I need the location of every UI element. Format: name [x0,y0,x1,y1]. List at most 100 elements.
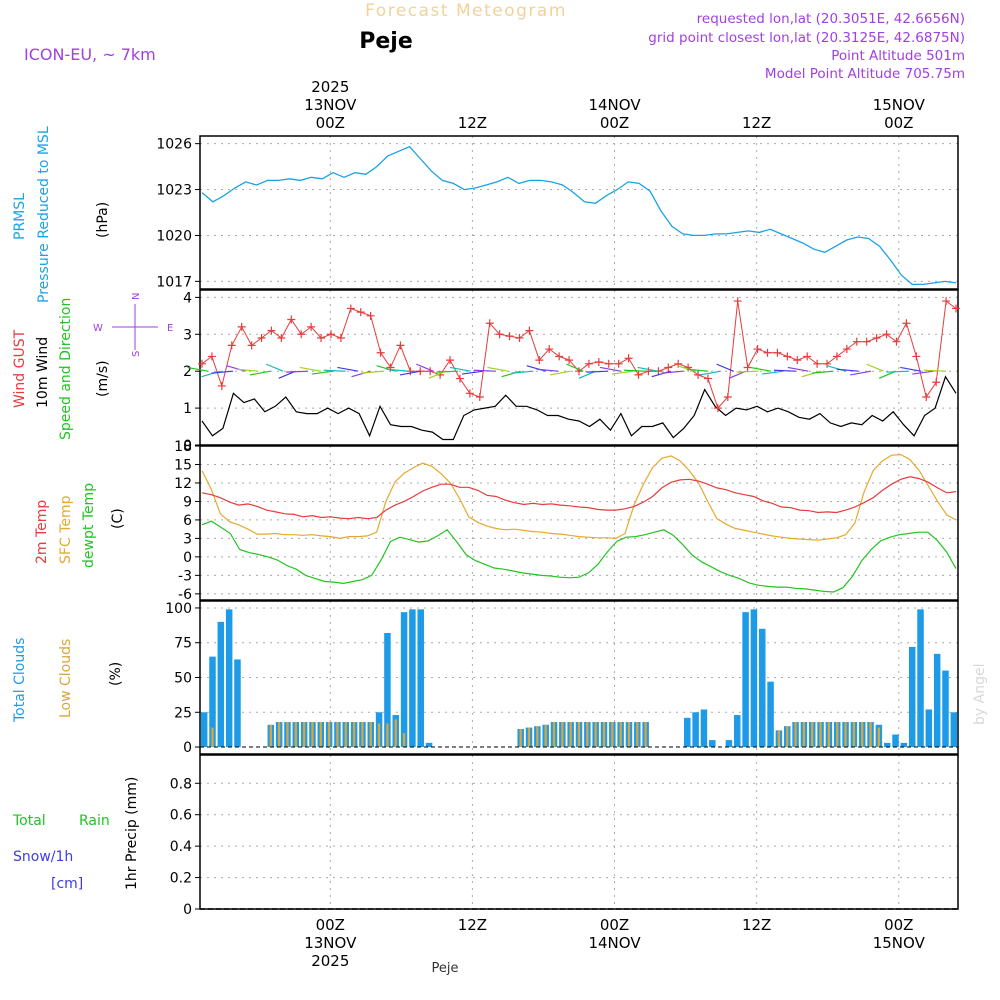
gust-marker [842,345,851,354]
pressure-labels: PRMSL Pressure Reduced to MSL (hPa) [12,126,111,303]
top-hour-label: 00Z [316,114,345,132]
gust-marker [515,333,524,342]
low-cloud-bar [344,722,347,748]
wind-direction-arrow [299,366,321,372]
y-tick-label: 3 [183,327,192,343]
total-cloud-bar [417,609,424,748]
low-cloud-bar [877,727,881,748]
low-clouds-label: Low Clouds [58,639,74,718]
hpa-label: (hPa) [95,202,111,238]
low-cloud-bar [844,722,847,748]
wind-gust-label: Wind GUST [12,329,28,408]
total-cloud-bar [384,632,391,748]
gust-marker [346,304,355,313]
total-cloud-bar [950,712,958,748]
total-label: Total [12,813,46,829]
low-cloud-bar [619,722,622,748]
wind-direction-arrow [924,369,947,372]
low-cloud-bar [552,722,556,748]
wind-direction-arrow [886,370,909,373]
gust-marker [326,330,335,339]
wind-direction-arrow [416,363,434,372]
y-tick-label: 0.2 [170,871,192,887]
wind-direction-arrow [686,368,709,372]
y-tick-label: 75 [174,636,192,652]
top-hour-label: 12Z [742,114,771,132]
total-cloud-bar [750,609,758,748]
low-cloud-bar [336,722,339,748]
y-tick-label: 100 [165,601,192,617]
panel-frame [199,445,959,601]
top-hour-label: 12Z [458,114,487,132]
t2m-line [201,476,957,520]
gust-marker [317,333,326,342]
top-date-label: 15NOV [873,96,926,114]
y-tick-label: 1023 [156,183,192,199]
gust-marker [733,297,742,306]
low-cloud-bar [386,723,389,748]
y-tick-label: 4 [183,290,192,306]
low-cloud-bar [611,722,614,748]
y-tick-label: 50 [174,671,192,687]
total-cloud-bar [709,740,716,748]
wind-direction-arrow [323,369,346,372]
low-cloud-bar [402,733,406,748]
y-tick-label: -3 [178,568,192,584]
wind-direction-arrow [811,370,834,374]
low-cloud-bar [311,722,314,748]
gust-marker [297,330,306,339]
gust-marker [584,359,593,368]
wind-direction-arrow [249,370,271,376]
total-cloud-bar [892,734,899,748]
wind-direction-arrow [912,370,934,375]
temperature-panel: -6 -3 0 3 6 9 12 15 18 [174,439,959,603]
t2m-label: 2m Temp [34,500,50,564]
low-cloud-bar [361,722,364,748]
gust-marker [565,356,574,365]
gust-marker [575,367,583,376]
gust-marker [902,319,911,328]
top-year-label: 2025 [311,78,349,96]
gust-marker [823,359,832,368]
low-cloud-bar [536,726,539,748]
wind-10m-label: 10m Wind [35,337,51,408]
wind-direction-arrow [750,366,771,372]
wind-direction-arrow [611,370,634,375]
wind-direction-arrow [487,366,509,372]
gust-marker [237,322,246,331]
wind-direction-arrow [386,368,409,372]
total-cloud-bar [700,709,708,748]
gust-marker [465,389,474,398]
bottom-date-label: 15NOV [873,934,926,952]
low-cloud-bar [286,722,289,748]
total-cloud-bar [409,609,416,748]
low-cloud-bar [319,722,322,748]
gust-marker [366,311,375,320]
low-cloud-bar [527,727,531,748]
gust-marker [723,393,732,402]
total-cloud-bar [692,712,699,748]
total-cloud-bar [209,656,216,748]
wind-direction-arrow [586,370,609,373]
y-tick-label: -6 [178,587,192,603]
total-clouds-label: Total Clouds [12,638,28,723]
gust-marker [684,363,693,372]
gust-marker [783,352,792,361]
pressure-msl-label: Pressure Reduced to MSL [36,126,52,303]
gust-marker [832,352,841,361]
gust-marker [803,352,812,361]
wind-direction-arrow [836,368,859,372]
wind-direction-arrow [866,363,884,372]
wind-direction-arrow [187,366,209,372]
gust-marker [555,352,564,361]
y-tick-label: 18 [174,439,192,455]
bottom-hour-label: 00Z [884,916,913,934]
total-cloud-bar [925,709,933,748]
low-cloud-bar [786,726,789,748]
gust-marker [495,330,504,339]
panel-frame [199,600,959,755]
grid-point: grid point closest lon,lat (20.3125E, 42… [648,30,965,46]
gust-marker [852,337,861,346]
low-cloud-bar [211,727,214,748]
